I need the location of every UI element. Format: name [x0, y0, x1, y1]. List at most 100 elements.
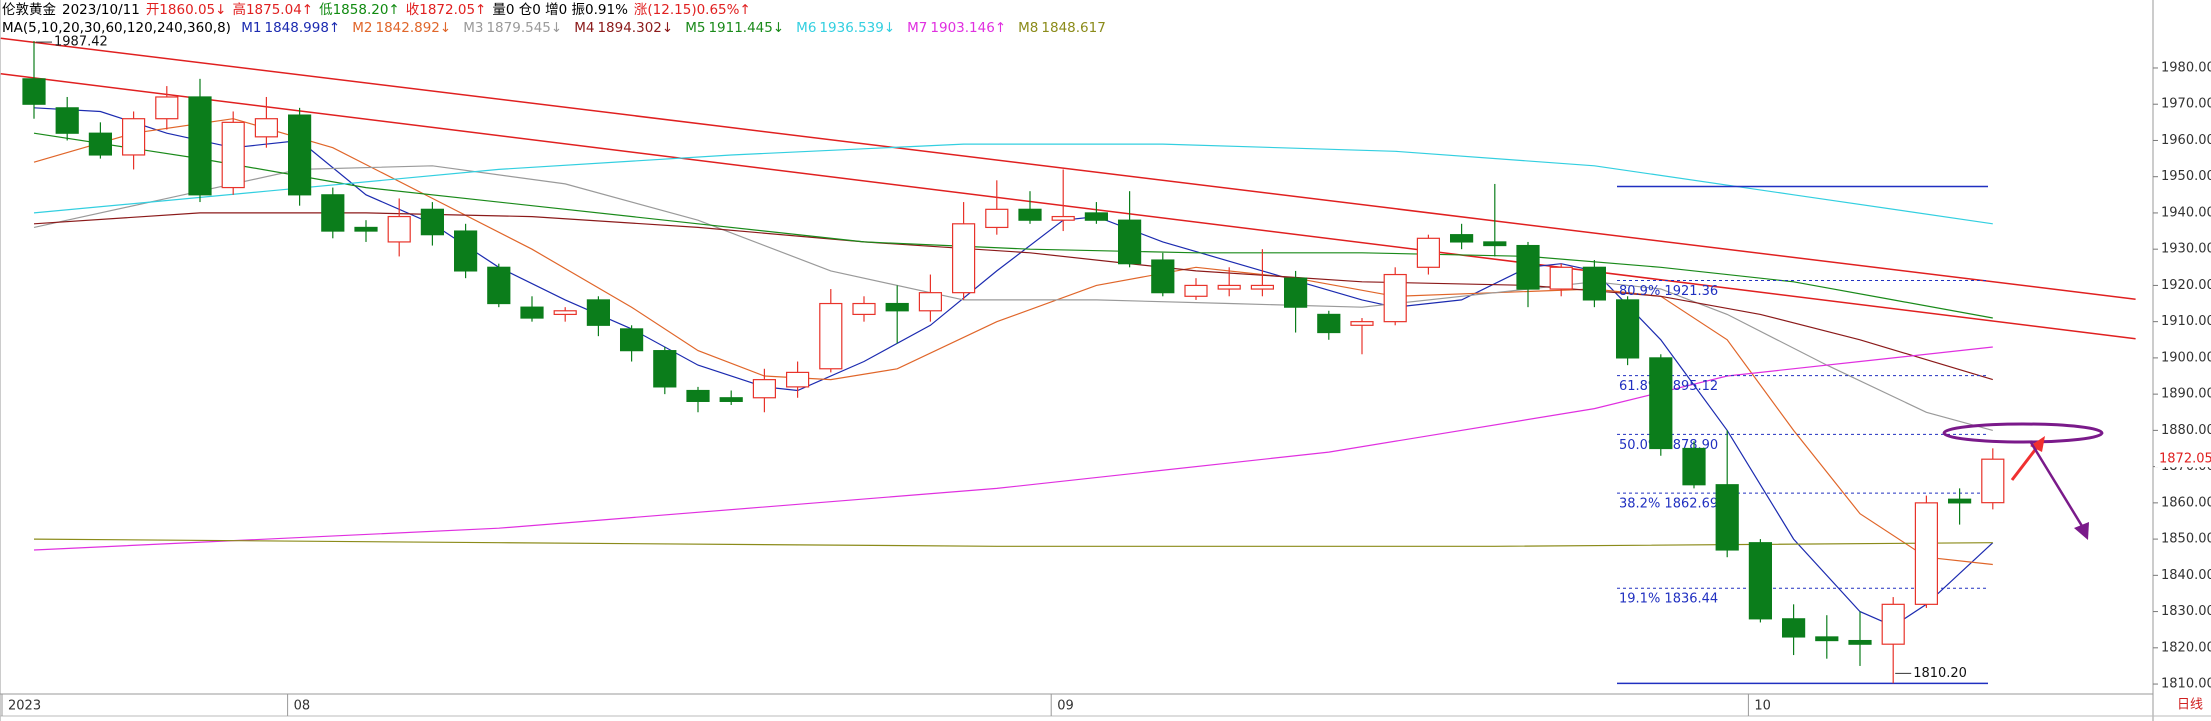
candle-body	[1981, 458, 2005, 504]
quote-header: 伦敦黄金 2023/10/11 开1860.05↓ 高1875.04↑ 低1858.20…	[2, 1, 757, 19]
candle-body	[553, 310, 577, 316]
ma-line	[33, 346, 1993, 551]
header-item: 2023/10/11	[62, 2, 140, 18]
candle-body	[254, 118, 278, 138]
candle-body	[1483, 241, 1507, 247]
candle-body	[155, 96, 179, 120]
ma-legend: MA(5,10,20,30,60,120,240,360,8) M1 1848.9…	[2, 19, 1118, 37]
legend-value: 1903.146↑	[930, 20, 1007, 36]
legend-value: 1879.545↓	[486, 20, 563, 36]
candle-body	[719, 397, 743, 402]
candle-body	[1151, 259, 1175, 294]
candle-body	[321, 194, 345, 232]
candle-body	[1217, 284, 1241, 290]
y-tick-label: 1860.00	[2161, 495, 2211, 510]
candle-body	[1815, 636, 1839, 642]
ma-line	[33, 538, 1993, 547]
candle-body	[918, 292, 943, 312]
x-tick-label: 2023	[8, 699, 41, 714]
y-tick-label: 1850.00	[2161, 532, 2211, 547]
legend-value: 1842.892↓	[375, 20, 452, 36]
legend-value: 1894.302↓	[597, 20, 674, 36]
header-item: 伦敦黄金	[2, 2, 56, 18]
x-tick-label: 08	[294, 699, 311, 714]
candle-body	[1914, 502, 1939, 605]
legend-name: M7	[907, 20, 928, 36]
ma-line	[33, 132, 1993, 319]
candle-body	[1350, 321, 1374, 326]
legend-value: 1911.445↓	[708, 20, 785, 36]
candle-body	[88, 132, 113, 156]
y-tick-label: 1810.00	[2161, 677, 2211, 692]
candle-body	[885, 302, 909, 312]
legend-value: 1848.617	[1041, 20, 1106, 36]
candle-body	[1117, 219, 1142, 265]
ma-line	[33, 143, 1993, 225]
y-tick-label: 1940.00	[2161, 205, 2211, 220]
legend-name: M2	[352, 20, 373, 36]
fib-label: 19.1% 1836.44	[1619, 592, 1718, 607]
candle-body	[387, 215, 411, 243]
candle-body	[454, 230, 478, 272]
legend-name: M3	[463, 20, 484, 36]
candle-body	[420, 208, 444, 236]
candle-body	[586, 299, 611, 326]
y-tick-label: 1880.00	[2161, 423, 2211, 438]
y-tick-label: 1930.00	[2161, 242, 2211, 257]
legend-name: M4	[574, 20, 595, 36]
plot: 1810.00 1820.00 1830.00 1840.00 1850.00 1860.…	[0, 35, 2211, 716]
candle-body	[1051, 215, 1075, 221]
y-tick-label: 1950.00	[2161, 169, 2211, 184]
annotation-label: 1987.42	[54, 35, 108, 50]
candle-body	[487, 266, 511, 305]
last-price-label: 1872.05	[2159, 452, 2211, 467]
legend-value: 1936.539↓	[819, 20, 896, 36]
candle-body	[819, 302, 843, 370]
candle-body	[619, 328, 644, 352]
up-arrow-head	[2030, 436, 2045, 452]
header-item: 收1872.05↑	[405, 2, 487, 18]
header-item: 低1858.20↑	[319, 2, 400, 18]
ma-title: MA(5,10,20,30,60,120,240,360,8)	[2, 20, 231, 36]
candle-body	[1018, 208, 1042, 221]
candle-body	[1881, 603, 1905, 645]
candle-body	[1682, 447, 1706, 486]
candle-body	[1250, 284, 1275, 290]
candle-body	[1549, 266, 1573, 290]
candle-body	[221, 121, 245, 189]
candle-body	[1317, 313, 1341, 334]
candle-body	[1516, 244, 1540, 290]
candle-body	[1848, 639, 1872, 645]
candle-body	[288, 114, 312, 196]
y-tick-label: 1890.00	[2161, 387, 2211, 402]
candle-body	[55, 107, 79, 134]
fib-label: 38.2% 1862.69	[1619, 497, 1718, 512]
candle-body	[1283, 277, 1308, 308]
annotation-label: 1810.20	[1913, 666, 1967, 681]
period-label: 日线	[2177, 698, 2203, 713]
candle-body	[852, 302, 876, 316]
candle-body	[653, 350, 677, 388]
fib-label: 80.9% 1921.36	[1619, 284, 1718, 299]
candle-body	[1615, 299, 1640, 359]
candle-body	[1582, 266, 1607, 301]
trend-line	[0, 73, 2136, 340]
down-arrow-head	[2074, 522, 2089, 540]
candle-body	[1449, 234, 1474, 243]
x-tick-label: 10	[1754, 699, 1771, 714]
candle-body	[22, 78, 46, 105]
ma-line	[33, 118, 1993, 566]
legend-value: 1848.998↑	[264, 20, 341, 36]
y-tick-label: 1900.00	[2161, 350, 2211, 365]
candle-body	[1649, 357, 1673, 450]
candle-body	[520, 306, 544, 319]
candle-body	[1383, 273, 1407, 323]
candle-body	[1184, 284, 1208, 297]
y-tick-label: 1970.00	[2161, 97, 2211, 112]
candle-body	[121, 118, 146, 156]
y-tick-label: 1960.00	[2161, 133, 2211, 148]
candle-body	[1748, 542, 1773, 620]
down-arrow	[2028, 440, 2084, 527]
